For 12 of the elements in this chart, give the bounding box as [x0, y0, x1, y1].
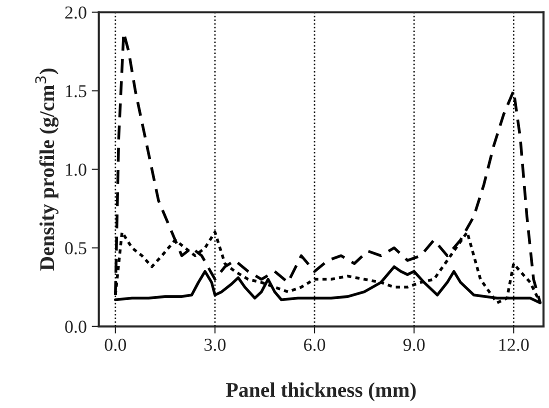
x-axis-title: Panel thickness (mm) [226, 382, 416, 402]
y-tick-label: 2.0 [65, 6, 86, 19]
x-tick-label: 9.0 [403, 338, 425, 351]
y-tick-label: 0.5 [65, 242, 86, 254]
y-tick-label: 1.0 [66, 164, 86, 176]
x-tick-label: 12.0 [499, 338, 529, 351]
x-tick-label: 6.0 [304, 338, 326, 351]
x-tick-label: 0.0 [104, 338, 126, 351]
x-tick-label: 3.0 [204, 338, 226, 351]
y-tick-label: 1.5 [66, 85, 86, 98]
y-tick-label: 0.0 [65, 320, 86, 333]
y-axis-title: Density profile (g/cm$^{3}$) [35, 68, 59, 271]
